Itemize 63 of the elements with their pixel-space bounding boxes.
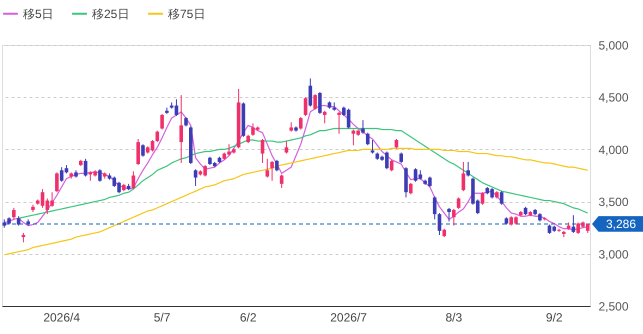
candlestick <box>313 94 317 110</box>
candlestick <box>466 161 470 178</box>
candlestick <box>84 158 88 178</box>
candlestick <box>22 232 26 243</box>
x-tick-label: 2026/4 <box>43 310 80 324</box>
candlestick <box>260 138 264 164</box>
candlestick <box>480 192 484 206</box>
candlestick <box>280 174 284 189</box>
candlestick <box>136 138 140 166</box>
legend-label: 移5日 <box>23 6 54 21</box>
candlestick <box>98 168 102 182</box>
candlestick <box>447 207 451 222</box>
x-tick-label: 2026/7 <box>330 310 368 324</box>
legend-label: 移75日 <box>168 6 206 21</box>
y-tick-label: 4,500 <box>598 90 629 105</box>
candlestick <box>156 130 160 143</box>
candlestick <box>304 96 308 116</box>
candlestick <box>438 212 442 236</box>
candlestick <box>394 138 398 149</box>
candlestick <box>572 214 576 234</box>
candlestick <box>16 216 20 226</box>
candlestick <box>132 170 136 190</box>
candlestick <box>337 111 341 134</box>
candlestick <box>184 116 188 127</box>
candlestick <box>12 207 16 220</box>
line-series <box>4 104 588 230</box>
candlestick <box>370 140 374 154</box>
candlestick <box>500 190 504 206</box>
x-tick-label: 6/2 <box>240 310 257 324</box>
y-tick-label: 3,500 <box>598 195 629 210</box>
candlestick <box>408 182 413 195</box>
candlestick <box>318 91 322 114</box>
candlestick <box>160 113 164 130</box>
x-tick-label: 5/7 <box>154 310 171 324</box>
line-series <box>4 148 588 256</box>
candlestick <box>266 158 270 178</box>
legend-label: 移25日 <box>92 6 130 21</box>
candlestick <box>390 159 394 172</box>
candlestick <box>366 132 370 146</box>
candlestick <box>361 120 365 134</box>
candlestick <box>399 152 404 164</box>
candlestick <box>462 161 466 192</box>
candlestick <box>275 159 279 172</box>
candlestick <box>179 94 184 164</box>
ref-line-label: 3,286 <box>606 216 636 231</box>
y-tick-label: 4,000 <box>598 142 629 157</box>
x-tick-label: 8/3 <box>445 310 462 324</box>
candlestick <box>141 144 145 158</box>
candlestick <box>284 140 288 154</box>
y-tick-label: 3,000 <box>598 247 629 262</box>
candlestick <box>194 168 198 186</box>
candlestick <box>55 172 59 193</box>
candlestick <box>322 110 326 124</box>
candlestick <box>270 160 274 182</box>
x-tick-label: 9/2 <box>546 310 563 324</box>
candlestick <box>452 208 456 226</box>
y-tick-label: 2,500 <box>598 300 629 314</box>
candlestick <box>432 196 436 220</box>
candlestick <box>308 78 312 108</box>
candlestick <box>289 122 294 132</box>
y-tick-label: 5,000 <box>598 38 629 52</box>
candlestick <box>298 116 303 130</box>
candlestick <box>456 196 460 210</box>
